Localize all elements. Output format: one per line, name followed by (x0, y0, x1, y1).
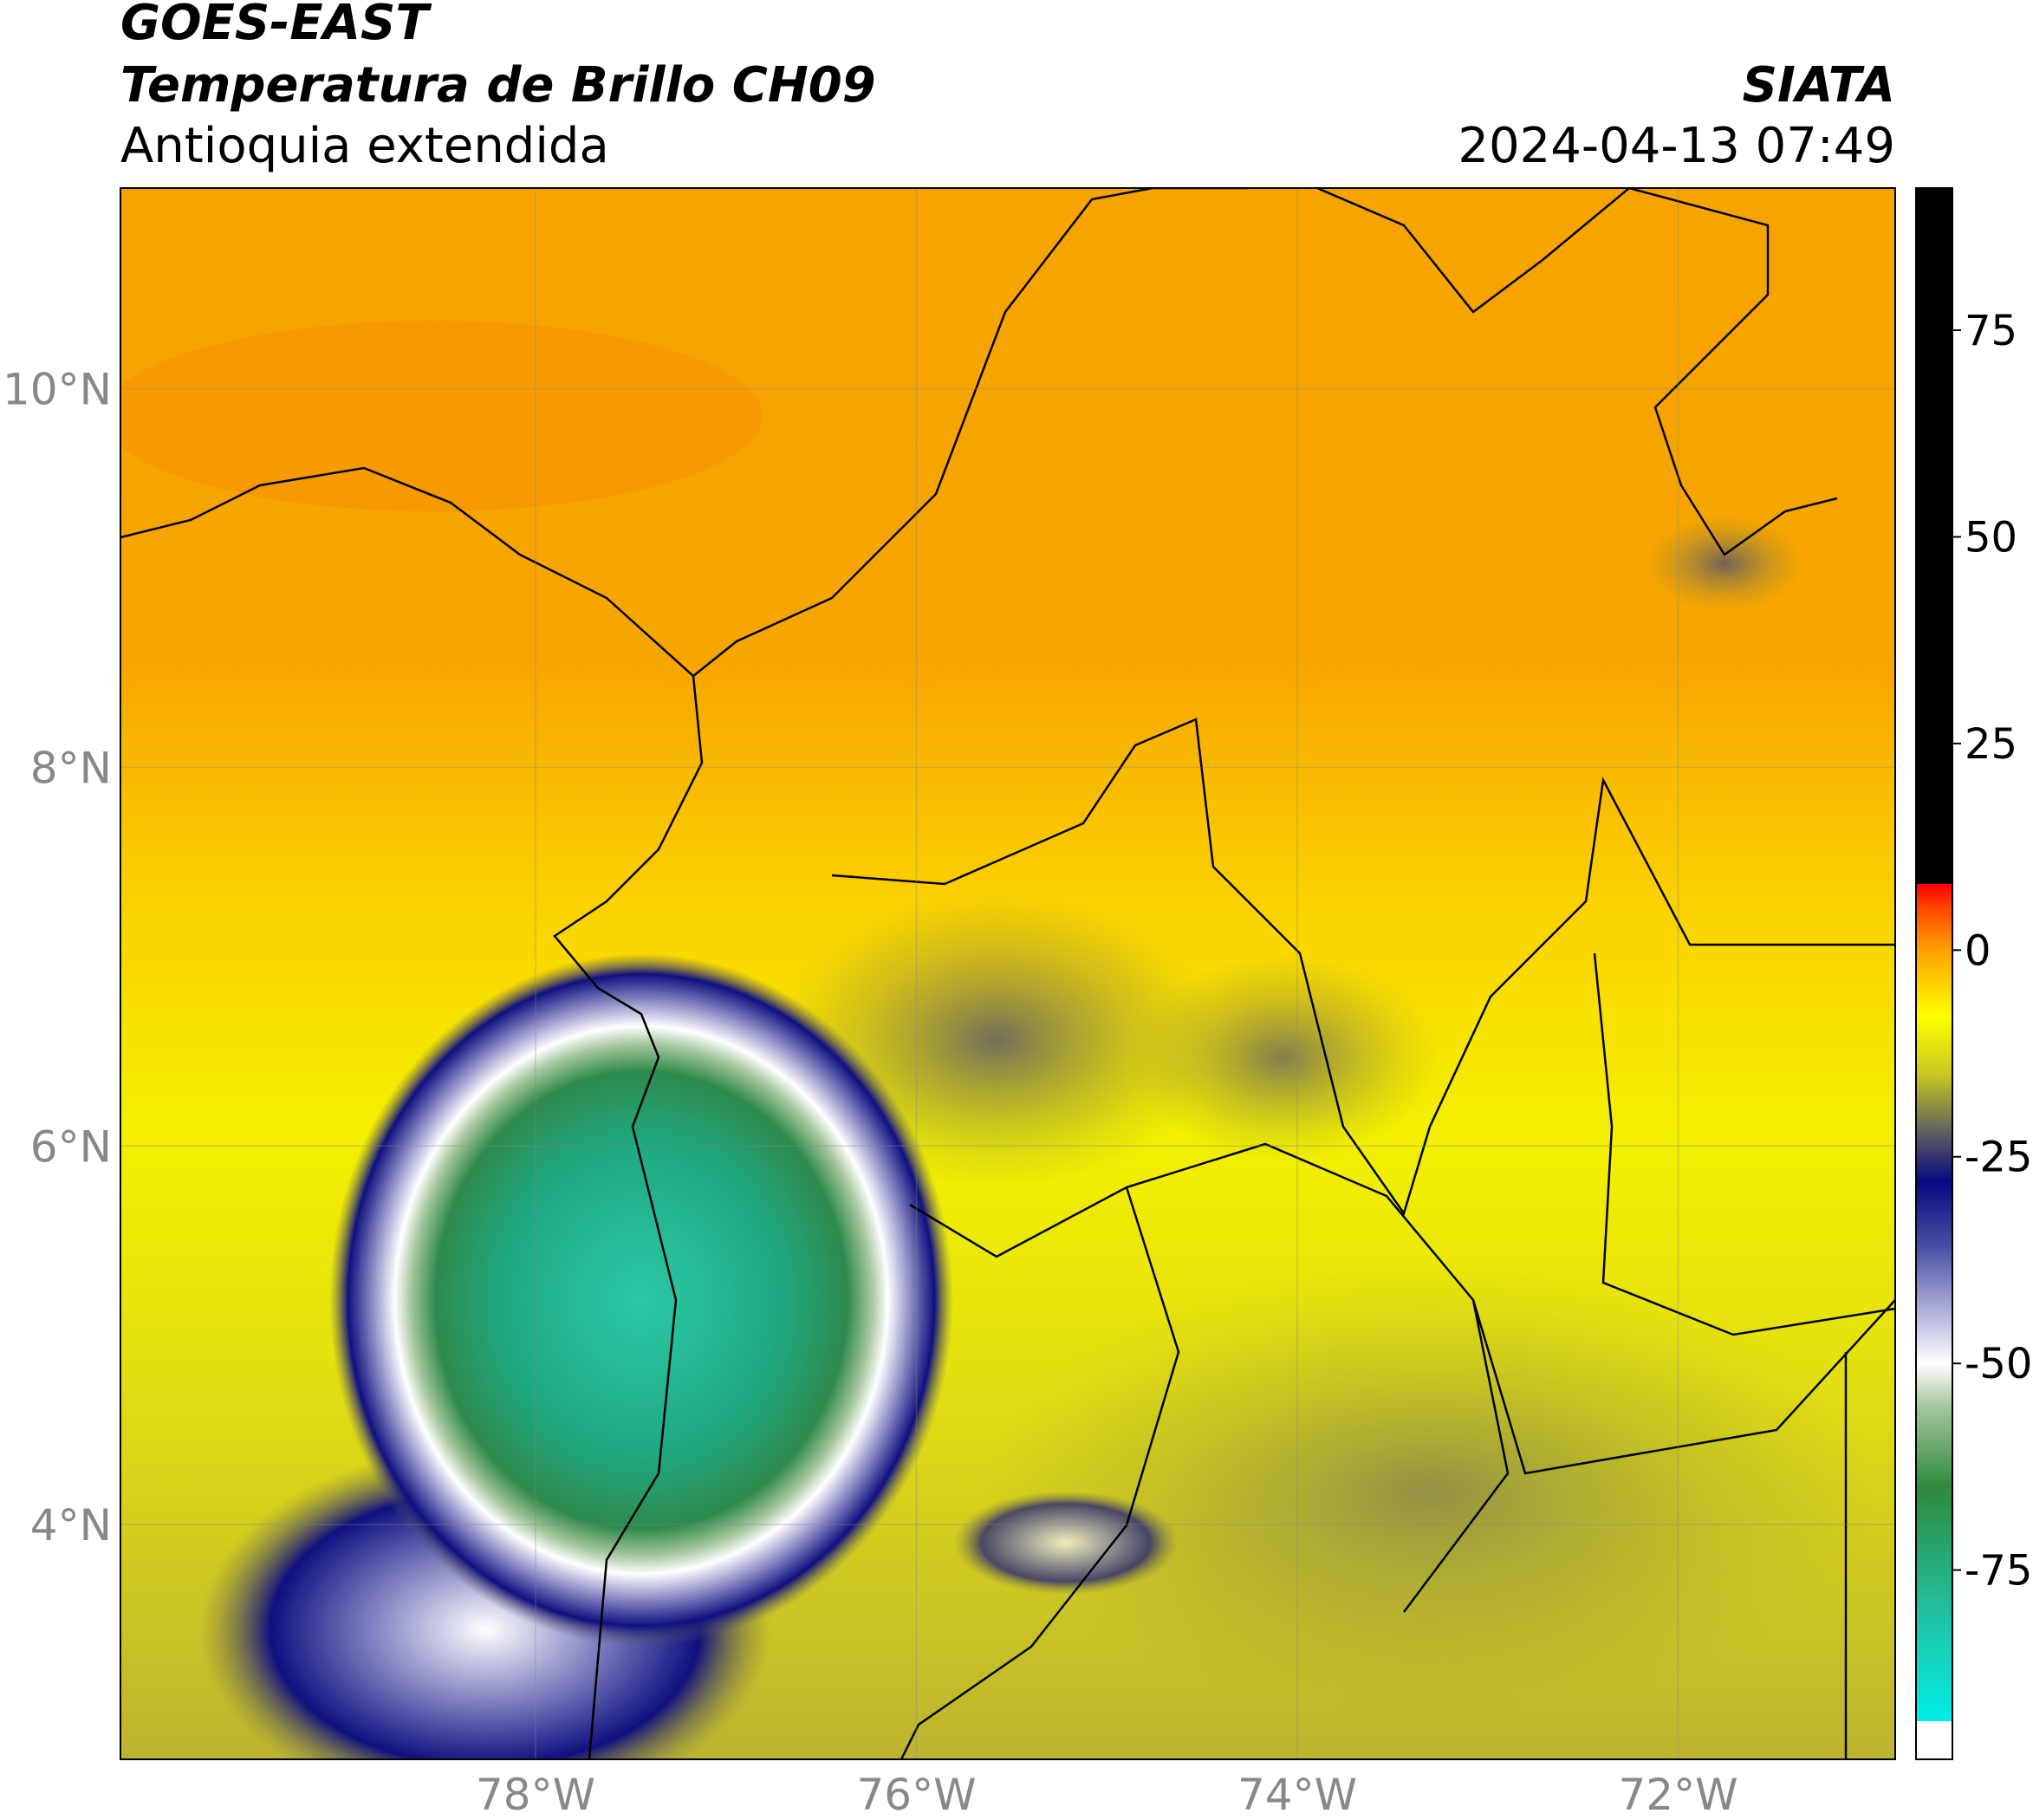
colorbar-tick-label: 75 (1965, 307, 2017, 355)
colorbar-tick-label: 25 (1965, 720, 2017, 769)
cloud-area (979, 1265, 1880, 1716)
colorbar-tick-label: 50 (1965, 513, 2017, 562)
border (831, 718, 1895, 1216)
coastline (120, 466, 704, 1759)
border (1471, 952, 1895, 1759)
map-frame (120, 187, 1896, 1760)
border (900, 1142, 1510, 1759)
region: Antioquia extendida (120, 118, 609, 174)
y-tick-label: 10°N (3, 365, 112, 415)
subtitle: Temperatura de Brillo CH09 (120, 57, 876, 114)
storm (329, 953, 953, 1647)
colorbar-tick-label: -75 (1965, 1547, 2032, 1596)
y-tick-label: 6°N (30, 1121, 112, 1172)
colorbar-tick-label: 0 (1965, 926, 1991, 975)
warm-area (120, 321, 763, 511)
coastline (692, 188, 1630, 677)
y-tick-label: 8°N (30, 743, 112, 793)
x-tick-label: 76°W (856, 1770, 976, 1820)
source: SIATA (1743, 57, 1895, 114)
x-tick-label: 72°W (1618, 1770, 1737, 1820)
colorbar-tick-label: -25 (1965, 1134, 2032, 1182)
title: GOES-EAST (120, 0, 432, 51)
colorbar-tick-label: -50 (1965, 1340, 2032, 1388)
datetime: 2024-04-13 07:49 (1458, 118, 1895, 174)
x-tick-label: 78°W (476, 1770, 595, 1820)
cloud-area (1127, 953, 1439, 1161)
cloud-area (1647, 516, 1802, 611)
colorbar (1915, 187, 1953, 1760)
y-tick-label: 4°N (30, 1500, 112, 1550)
coastline (1628, 188, 1838, 556)
x-tick-label: 74°W (1237, 1770, 1357, 1820)
map-image (120, 188, 1895, 1759)
cloud-area (953, 1491, 1179, 1595)
axes: 78°W 76°W 74°W 72°W 4°N 6°N 8°N 10°N (3, 188, 1895, 1820)
